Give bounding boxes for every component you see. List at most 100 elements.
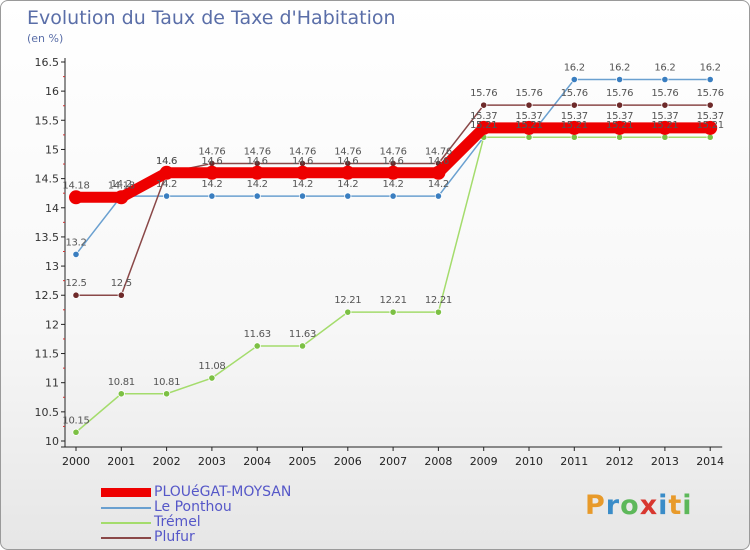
data-label: 14.6 [292, 156, 313, 167]
data-label: 15.37 [606, 111, 633, 122]
x-tick-label: 2012 [606, 455, 634, 468]
data-label: 15.76 [606, 88, 633, 99]
legend-swatch [101, 507, 151, 509]
x-tick-label: 2004 [243, 455, 271, 468]
series-point [208, 374, 216, 382]
series-point [117, 291, 125, 299]
series-point-plouegat [386, 165, 401, 180]
x-tick-label: 2007 [379, 455, 407, 468]
y-tick-label: 12 [45, 318, 59, 331]
series-point-plouegat [476, 120, 491, 135]
legend-swatch [101, 488, 151, 497]
logo-letter: x [639, 490, 659, 521]
series-point-plouegat [567, 120, 582, 135]
series-point [570, 75, 578, 84]
x-tick-label: 2011 [560, 455, 588, 468]
data-label: 14.76 [425, 146, 452, 157]
x-tick-label: 2013 [651, 455, 679, 468]
series-point [117, 390, 125, 398]
series-point [434, 192, 442, 200]
y-tick-label: 11.5 [35, 348, 60, 361]
data-label: 15.37 [697, 111, 724, 122]
series-point [706, 101, 714, 109]
proxiti-logo: Proxiti [585, 490, 693, 521]
series-point [163, 192, 171, 200]
data-label: 14.76 [334, 146, 361, 157]
data-label: 15.37 [561, 111, 588, 122]
x-tick-label: 2009 [470, 455, 498, 468]
x-tick-label: 2006 [334, 455, 362, 468]
series-point-plouegat [703, 120, 718, 135]
data-label: 12.5 [65, 278, 86, 289]
series-point [298, 192, 307, 200]
data-label: 14.2 [383, 179, 404, 190]
data-label: 13.2 [65, 237, 86, 248]
x-tick-label: 2005 [289, 455, 317, 468]
data-label: 14.2 [337, 179, 358, 190]
data-label: 15.37 [651, 111, 678, 122]
data-label: 16.2 [700, 62, 721, 73]
y-tick-label: 11 [45, 377, 59, 390]
legend-swatch [101, 537, 151, 539]
data-label: 11.63 [289, 329, 316, 340]
series-point-plouegat [159, 165, 174, 180]
legend-swatch [101, 522, 151, 524]
series-point [615, 75, 624, 84]
data-label: 16.2 [564, 62, 585, 73]
series-point-plouegat [69, 190, 83, 205]
data-label: 14.6 [428, 156, 449, 167]
series-point [344, 192, 352, 200]
data-label: 16.2 [654, 62, 675, 73]
data-label: 15.21 [515, 120, 542, 131]
x-tick-label: 2008 [424, 455, 452, 468]
data-label: 14.6 [383, 156, 404, 167]
logo-letter: i [658, 490, 669, 521]
series-point [661, 101, 669, 109]
series-point-plouegat [204, 165, 219, 180]
data-label: 14.6 [247, 156, 268, 167]
logo-letter: P [585, 490, 606, 521]
series-point [615, 133, 624, 141]
data-label: 15.76 [515, 88, 542, 99]
series-point [570, 133, 578, 141]
series-line [76, 104, 711, 296]
data-label: 15.76 [561, 88, 588, 99]
legend-label: Plufur [154, 529, 195, 545]
logo-letter: i [682, 490, 693, 521]
data-label: 10.81 [153, 377, 180, 388]
data-label: 15.76 [470, 88, 497, 99]
legend-label: Le Ponthou [154, 499, 232, 515]
series-point-plouegat [250, 165, 265, 180]
data-label: 15.21 [697, 120, 724, 131]
data-label: 15.76 [651, 88, 678, 99]
x-tick-label: 2010 [515, 455, 543, 468]
data-label: 14.6 [156, 156, 177, 167]
series-point [661, 133, 669, 141]
data-label: 11.08 [198, 361, 225, 372]
logo-letter: o [620, 490, 640, 521]
data-label: 12.21 [425, 295, 452, 306]
data-label: 14.76 [289, 146, 316, 157]
series-point-plouegat [295, 165, 310, 180]
data-label: 15.21 [561, 120, 588, 131]
data-label: 15.21 [515, 120, 542, 131]
data-label: 15.76 [697, 88, 724, 99]
y-tick-label: 16.5 [35, 56, 60, 69]
data-label: 14.76 [198, 146, 225, 157]
series-point [298, 342, 307, 350]
series-point [615, 101, 624, 109]
series-point-plouegat [340, 165, 355, 180]
series-point-plouegat [114, 190, 129, 205]
y-tick-label: 14 [45, 202, 59, 215]
logo-letter: t [668, 490, 683, 521]
data-label: 14.18 [62, 180, 89, 191]
data-label: 15.37 [515, 111, 542, 122]
data-label: 14.2 [156, 179, 177, 190]
series-point [434, 308, 442, 316]
y-axis-unit: (en %) [27, 32, 64, 45]
data-label: 14.2 [292, 179, 313, 190]
legend-label: PLOUéGAT-MOYSAN [154, 484, 292, 500]
series-point-plouegat [522, 120, 536, 135]
